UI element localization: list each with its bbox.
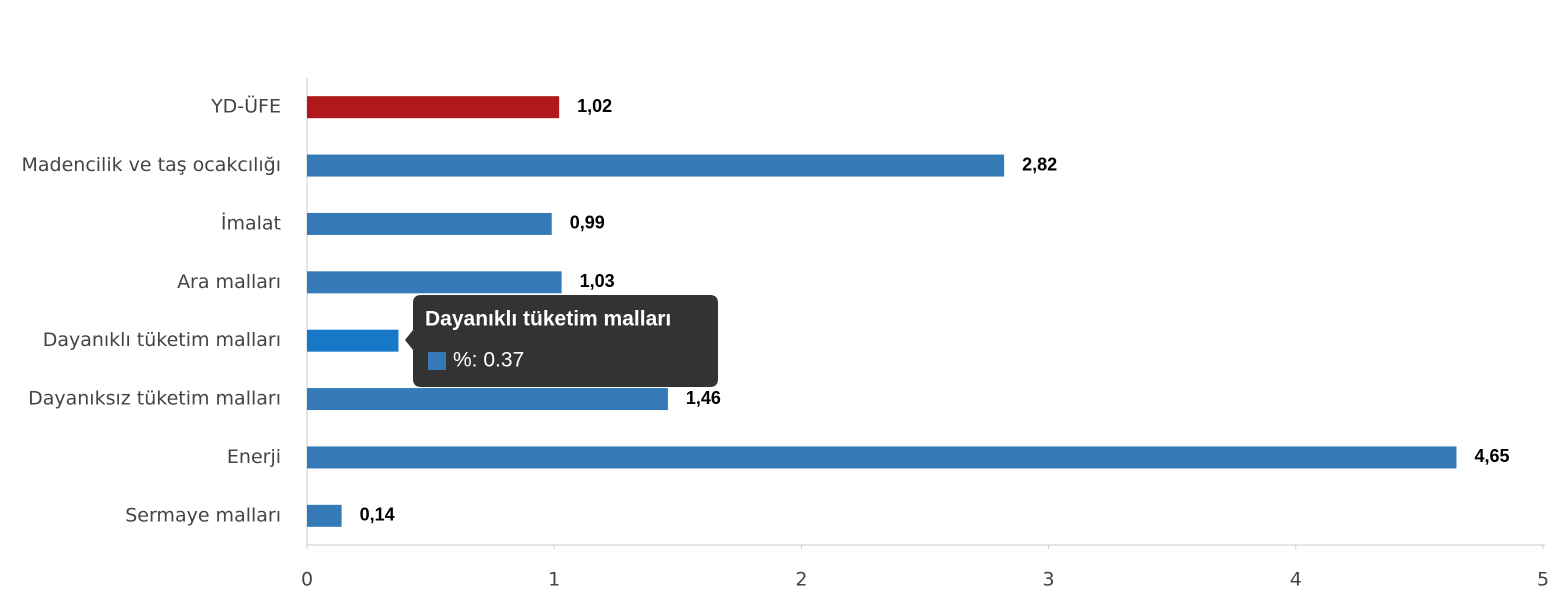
category-label: Dayanıksız tüketim malları [28, 388, 281, 410]
category-label: Dayanıklı tüketim malları [43, 329, 281, 351]
bar [307, 504, 342, 527]
bar [307, 154, 1005, 177]
bar [307, 388, 668, 411]
x-tick-label: 4 [1290, 569, 1302, 591]
x-tick-label: 5 [1537, 569, 1549, 591]
value-label: 1,03 [580, 271, 615, 291]
category-label: Sermaye malları [125, 504, 281, 526]
category-label: Madencilik ve taş ocakcılığı [22, 154, 282, 176]
value-label: 2,82 [1022, 154, 1057, 174]
bar [307, 446, 1457, 469]
x-tick-label: 0 [301, 569, 313, 591]
bar [307, 96, 560, 119]
bar [307, 329, 399, 352]
tooltip-text: %: 0.37 [453, 349, 524, 372]
plot: 0 1 2 3 4 5 YD-ÜFE 1,02 Madencilik ve taş ocakcı… [22, 95, 1550, 591]
x-tick-label: 3 [1043, 569, 1055, 591]
bar [307, 212, 552, 235]
value-label: 4,65 [1474, 446, 1509, 466]
category-label: Ara malları [177, 271, 281, 293]
value-label: 0,14 [360, 505, 395, 525]
category-label: Enerji [227, 446, 281, 468]
tooltip-title: Dayanıklı tüketim malları [425, 308, 671, 331]
tooltip-swatch [428, 352, 446, 370]
category-label: İmalat [221, 211, 281, 234]
value-label: 0,99 [570, 213, 605, 233]
tooltip: Dayanıklı tüketim malları %: 0.37 [405, 295, 718, 387]
value-label: 1,02 [577, 96, 612, 116]
x-tick-label: 2 [795, 569, 807, 591]
tooltip-box [405, 295, 718, 387]
x-tick-label: 1 [548, 569, 560, 591]
bar [307, 271, 562, 294]
value-label: 1,46 [686, 388, 721, 408]
category-label: YD-ÜFE [210, 95, 281, 118]
